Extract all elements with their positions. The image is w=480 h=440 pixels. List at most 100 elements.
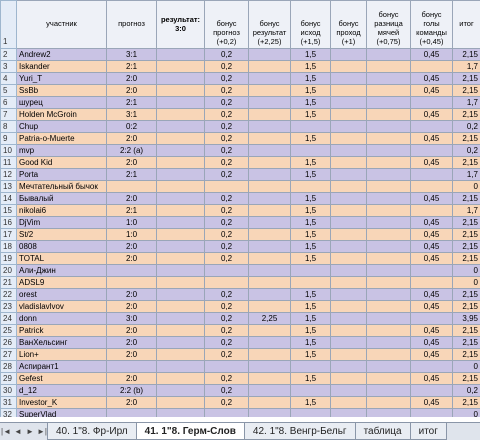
bonus-advance-cell[interactable] xyxy=(331,253,367,265)
bonus-advance-cell[interactable] xyxy=(331,313,367,325)
bonus-prediction-cell[interactable] xyxy=(205,409,249,418)
bonus-result-cell[interactable] xyxy=(249,97,291,109)
bonus-advance-cell[interactable] xyxy=(331,229,367,241)
bonus-advance-cell[interactable] xyxy=(331,169,367,181)
first-sheet-button[interactable]: |◄ xyxy=(0,423,12,440)
bonus-team-goals-cell[interactable]: 0,45 xyxy=(411,289,453,301)
result-cell[interactable] xyxy=(157,181,205,193)
total-cell[interactable]: 0 xyxy=(453,409,480,418)
bonus-prediction-cell[interactable]: 0,2 xyxy=(205,289,249,301)
total-cell[interactable]: 0 xyxy=(453,181,480,193)
result-cell[interactable] xyxy=(157,241,205,253)
result-cell[interactable] xyxy=(157,61,205,73)
total-cell[interactable]: 0 xyxy=(453,265,480,277)
row-number[interactable]: 6 xyxy=(1,97,17,109)
bonus-outcome-cell[interactable]: 1,5 xyxy=(291,301,331,313)
result-cell[interactable] xyxy=(157,301,205,313)
bonus-advance-cell[interactable] xyxy=(331,277,367,289)
row-number[interactable]: 15 xyxy=(1,205,17,217)
bonus-advance-cell[interactable] xyxy=(331,241,367,253)
prediction-cell[interactable]: 2:2 (a) xyxy=(107,145,157,157)
bonus-outcome-cell[interactable] xyxy=(291,265,331,277)
bonus-goal-diff-cell[interactable] xyxy=(367,301,411,313)
participant-cell[interactable]: Andrew2 xyxy=(17,49,107,61)
row-number[interactable]: 29 xyxy=(1,373,17,385)
bonus-prediction-cell[interactable]: 0,2 xyxy=(205,121,249,133)
total-cell[interactable]: 0,2 xyxy=(453,385,480,397)
bonus-goal-diff-cell[interactable] xyxy=(367,349,411,361)
prev-sheet-button[interactable]: ◄ xyxy=(12,423,24,440)
bonus-advance-cell[interactable] xyxy=(331,121,367,133)
total-cell[interactable]: 2,15 xyxy=(453,73,480,85)
bonus-result-cell[interactable] xyxy=(249,277,291,289)
bonus-prediction-cell[interactable]: 0,2 xyxy=(205,97,249,109)
bonus-team-goals-cell[interactable] xyxy=(411,205,453,217)
header-participant[interactable]: участник xyxy=(17,1,107,49)
total-cell[interactable]: 0,2 xyxy=(453,145,480,157)
result-cell[interactable] xyxy=(157,397,205,409)
bonus-result-cell[interactable] xyxy=(249,301,291,313)
bonus-team-goals-cell[interactable]: 0,45 xyxy=(411,85,453,97)
bonus-prediction-cell[interactable] xyxy=(205,361,249,373)
bonus-prediction-cell[interactable]: 0,2 xyxy=(205,385,249,397)
bonus-prediction-cell[interactable]: 0,2 xyxy=(205,61,249,73)
result-cell[interactable] xyxy=(157,121,205,133)
bonus-goal-diff-cell[interactable] xyxy=(367,49,411,61)
prediction-cell[interactable]: 2:0 xyxy=(107,349,157,361)
bonus-outcome-cell[interactable]: 1,5 xyxy=(291,85,331,97)
bonus-advance-cell[interactable] xyxy=(331,193,367,205)
prediction-cell[interactable]: 2:1 xyxy=(107,61,157,73)
total-cell[interactable]: 2,15 xyxy=(453,373,480,385)
header-bonus-goal-diff[interactable]: бонус разница мячей (+0,75) xyxy=(367,1,411,49)
bonus-outcome-cell[interactable]: 1,5 xyxy=(291,157,331,169)
row-number[interactable]: 18 xyxy=(1,241,17,253)
bonus-goal-diff-cell[interactable] xyxy=(367,61,411,73)
bonus-outcome-cell[interactable]: 1,5 xyxy=(291,205,331,217)
row-number[interactable]: 23 xyxy=(1,301,17,313)
result-cell[interactable] xyxy=(157,349,205,361)
prediction-cell[interactable]: 3:1 xyxy=(107,49,157,61)
participant-cell[interactable]: Good Kid xyxy=(17,157,107,169)
bonus-result-cell[interactable] xyxy=(249,145,291,157)
bonus-prediction-cell[interactable]: 0,2 xyxy=(205,145,249,157)
bonus-result-cell[interactable] xyxy=(249,385,291,397)
bonus-advance-cell[interactable] xyxy=(331,373,367,385)
bonus-team-goals-cell[interactable]: 0,45 xyxy=(411,373,453,385)
bonus-outcome-cell[interactable]: 1,5 xyxy=(291,373,331,385)
bonus-goal-diff-cell[interactable] xyxy=(367,169,411,181)
spreadsheet-grid[interactable]: 1 участник прогноз результат: 3:0 бонус … xyxy=(0,0,480,417)
result-cell[interactable] xyxy=(157,97,205,109)
bonus-goal-diff-cell[interactable] xyxy=(367,313,411,325)
bonus-prediction-cell[interactable]: 0,2 xyxy=(205,241,249,253)
bonus-outcome-cell[interactable]: 1,5 xyxy=(291,289,331,301)
bonus-advance-cell[interactable] xyxy=(331,265,367,277)
bonus-outcome-cell[interactable]: 1,5 xyxy=(291,133,331,145)
bonus-advance-cell[interactable] xyxy=(331,109,367,121)
bonus-goal-diff-cell[interactable] xyxy=(367,361,411,373)
bonus-team-goals-cell[interactable] xyxy=(411,169,453,181)
bonus-goal-diff-cell[interactable] xyxy=(367,85,411,97)
prediction-cell[interactable]: 2:0 xyxy=(107,397,157,409)
participant-cell[interactable]: Yuri_T xyxy=(17,73,107,85)
bonus-prediction-cell[interactable] xyxy=(205,277,249,289)
total-cell[interactable]: 2,15 xyxy=(453,325,480,337)
row-number[interactable]: 5 xyxy=(1,85,17,97)
bonus-outcome-cell[interactable] xyxy=(291,181,331,193)
bonus-team-goals-cell[interactable]: 0,45 xyxy=(411,193,453,205)
total-cell[interactable]: 1,7 xyxy=(453,61,480,73)
header-bonus-advance[interactable]: бонус проход (+1) xyxy=(331,1,367,49)
bonus-team-goals-cell[interactable] xyxy=(411,145,453,157)
bonus-outcome-cell[interactable] xyxy=(291,145,331,157)
prediction-cell[interactable]: 2:0 xyxy=(107,241,157,253)
row-number[interactable]: 27 xyxy=(1,349,17,361)
bonus-result-cell[interactable] xyxy=(249,289,291,301)
bonus-advance-cell[interactable] xyxy=(331,61,367,73)
prediction-cell[interactable]: 2:2 (b) xyxy=(107,385,157,397)
row-number[interactable]: 30 xyxy=(1,385,17,397)
bonus-result-cell[interactable] xyxy=(249,49,291,61)
bonus-advance-cell[interactable] xyxy=(331,217,367,229)
row-number[interactable]: 28 xyxy=(1,361,17,373)
bonus-result-cell[interactable] xyxy=(249,157,291,169)
bonus-prediction-cell[interactable]: 0,2 xyxy=(205,397,249,409)
bonus-goal-diff-cell[interactable] xyxy=(367,133,411,145)
